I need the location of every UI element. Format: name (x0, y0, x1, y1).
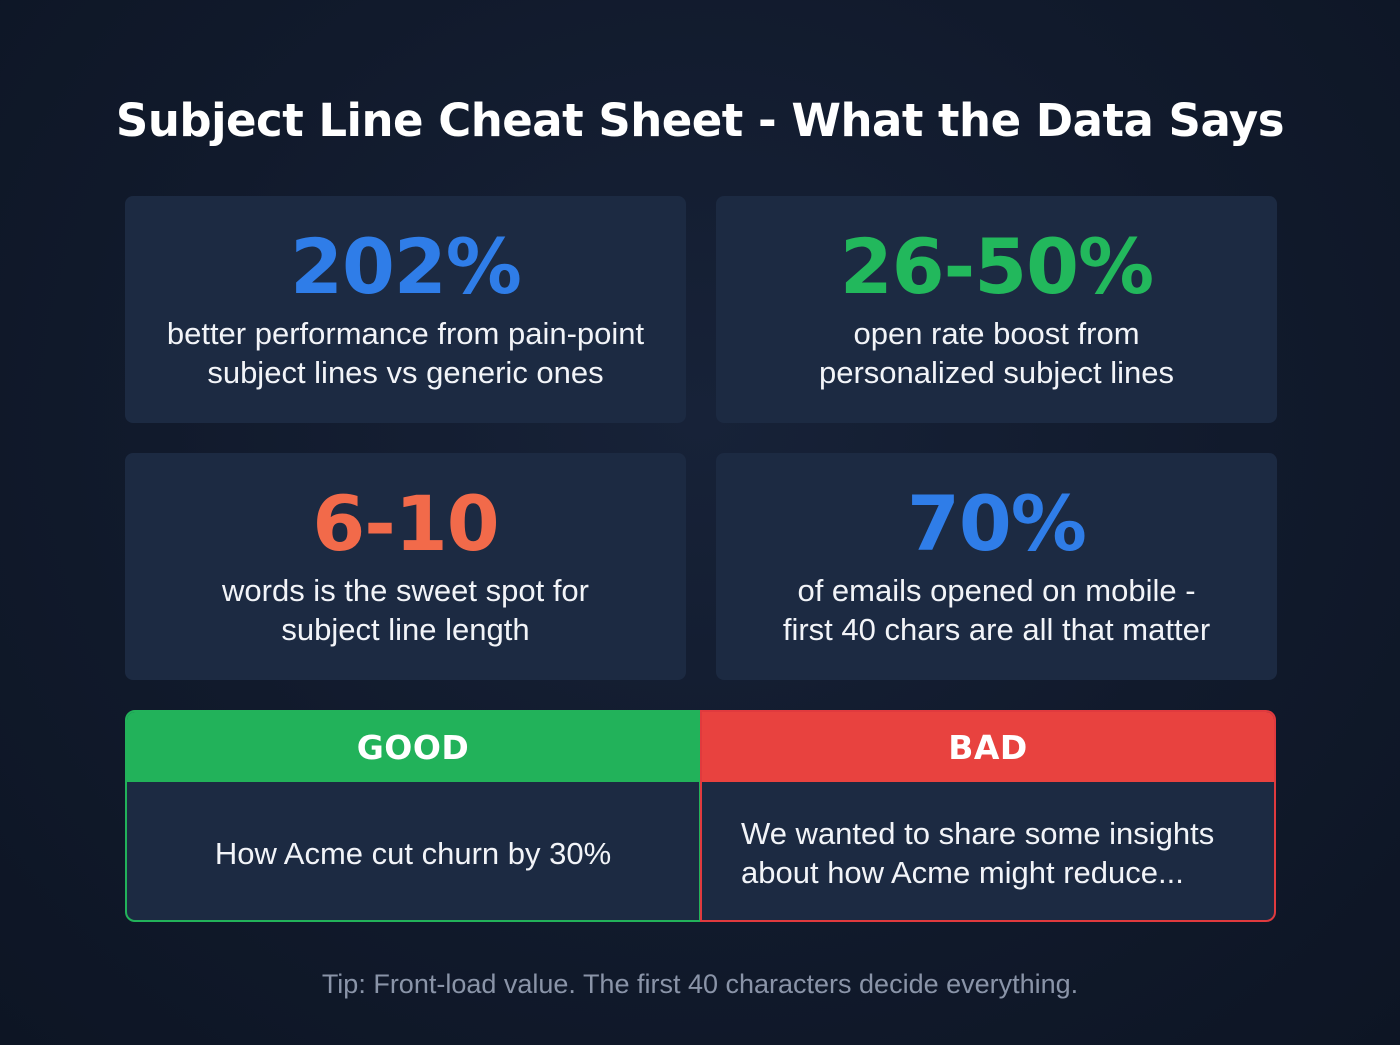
stat-description-line: better performance from pain-point (166, 316, 645, 351)
stat-description-line: of emails opened on mobile - (797, 573, 1196, 608)
stat-description: open rate boost from personalized subjec… (716, 314, 1277, 392)
stat-value: 6-10 (312, 479, 499, 568)
stat-card-mobile: 70% of emails opened on mobile - first 4… (716, 453, 1277, 680)
tip-text: Tip: Front-load value. The first 40 char… (321, 969, 1079, 999)
stat-value: 70% (907, 479, 1087, 568)
bad-example-line: about how Acme might reduce... (741, 855, 1184, 890)
bad-example-panel: BAD We wanted to share some insights abo… (700, 710, 1276, 922)
stat-description: of emails opened on mobile - first 40 ch… (716, 571, 1277, 649)
good-example-body: How Acme cut churn by 30% (127, 782, 699, 920)
stat-description-line: personalized subject lines (819, 355, 1174, 390)
stat-description-line: first 40 chars are all that matter (782, 612, 1211, 647)
page-title: Subject Line Cheat Sheet - What the Data… (115, 94, 1285, 147)
good-example-panel: GOOD How Acme cut churn by 30% (125, 710, 701, 922)
stat-description-line: words is the sweet spot for (222, 573, 589, 608)
bad-example-text: We wanted to share some insights about h… (741, 814, 1264, 892)
stat-description-line: open rate boost from (853, 316, 1140, 351)
stat-value: 26-50% (839, 222, 1154, 311)
stat-description: better performance from pain-point subje… (125, 314, 686, 392)
stat-value: 202% (290, 222, 522, 311)
bad-header: BAD (702, 712, 1274, 782)
bad-example-body: We wanted to share some insights about h… (702, 782, 1274, 920)
stat-description-line: subject line length (281, 612, 530, 647)
stat-description: words is the sweet spot for subject line… (125, 571, 686, 649)
good-example-text: How Acme cut churn by 30% (214, 836, 612, 871)
bad-example-line: We wanted to share some insights (741, 816, 1215, 851)
stat-description-line: subject lines vs generic ones (207, 355, 604, 390)
stat-card-personalized: 26-50% open rate boost from personalized… (716, 196, 1277, 423)
good-header: GOOD (127, 712, 699, 782)
stat-card-pain-point: 202% better performance from pain-point … (125, 196, 686, 423)
stat-card-word-count: 6-10 words is the sweet spot for subject… (125, 453, 686, 680)
